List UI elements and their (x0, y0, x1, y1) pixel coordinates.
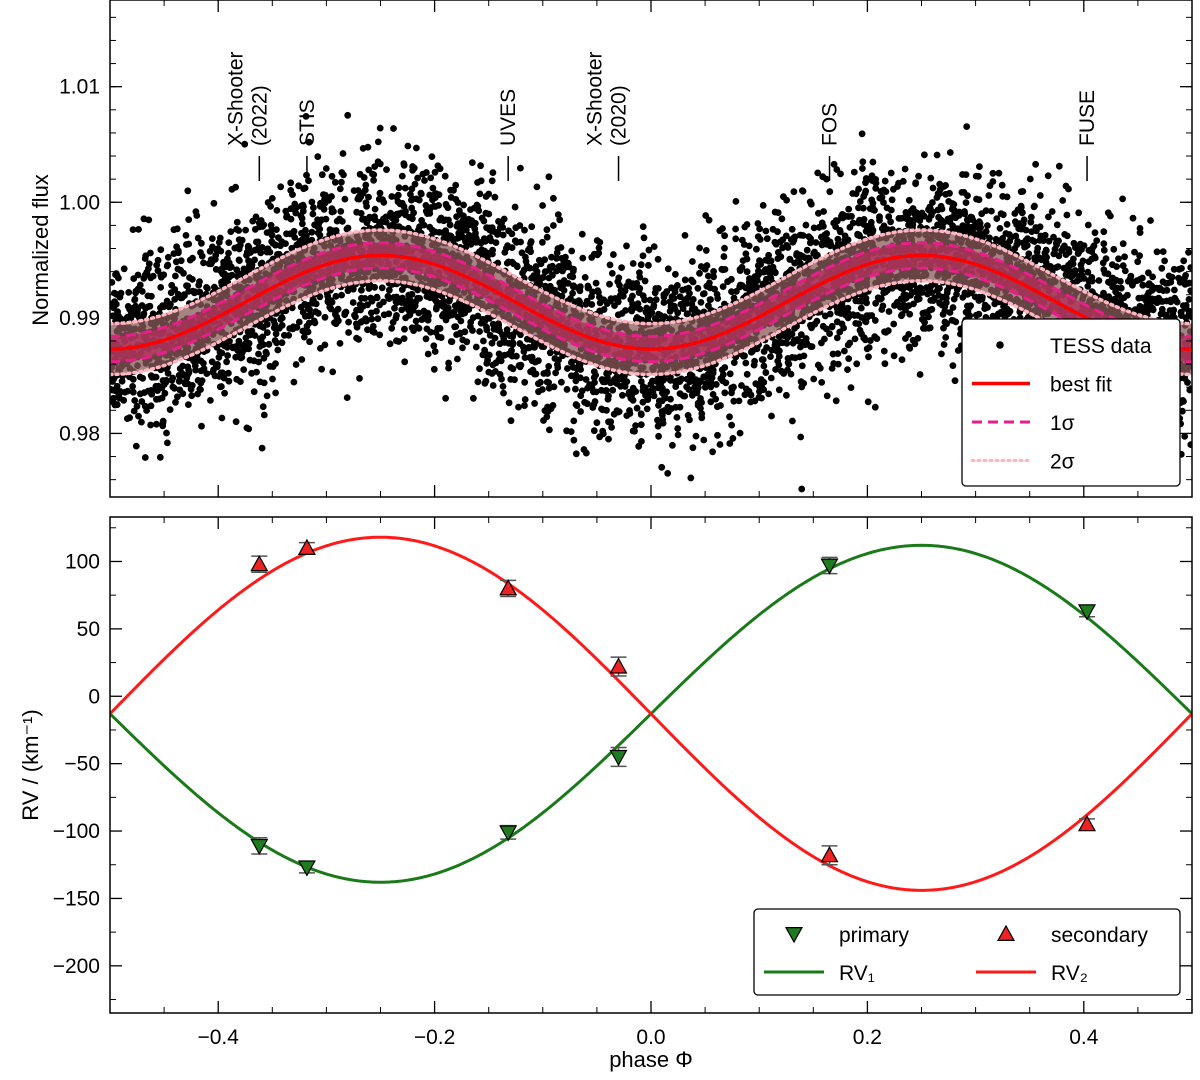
model-bands (110, 228, 1192, 377)
annotation-label: STIS (296, 99, 319, 146)
sigma2-line-0 (110, 228, 1192, 326)
tess-data-points (110, 111, 1192, 493)
rv-ytick-label: −150 (53, 887, 100, 910)
rv-measurements (250, 538, 1097, 877)
rv2-curve (110, 535, 1192, 892)
rv-legend-label: RV₂ (1051, 962, 1088, 985)
rv-legend-marker (996, 924, 1016, 942)
phase-xtick-label: −0.4 (197, 1026, 239, 1049)
annotation-label: (2020) (608, 85, 631, 146)
flux-axis-ticks: 0.98 0.99 1.00 1.01 (59, 0, 1193, 497)
secondary-point (1077, 815, 1097, 832)
secondary-point (820, 846, 839, 863)
rv-legend-label: secondary (1051, 924, 1148, 947)
legend-label: TESS data (1050, 335, 1152, 358)
phase-xtick-label: −0.2 (414, 1026, 455, 1049)
flux-ytick-label: 0.98 (59, 422, 100, 445)
rv-model-curves (110, 535, 1192, 892)
legend-label: best fit (1050, 374, 1112, 397)
rv-axis-ticks: −200 −150 −100 −50 0 50 100 −0.4 −0.2 0.0 0.2 0.4 (53, 517, 1193, 1049)
primary-point (297, 860, 316, 877)
rv-ylabel: RV / (km⁻¹) (18, 709, 43, 820)
sigma2-line-1 (110, 279, 1192, 377)
flux-ytick-label: 1.00 (59, 191, 100, 214)
rv-legend-label: RV₁ (839, 962, 875, 985)
secondary-point (297, 538, 316, 556)
annotation-label: FOS (819, 103, 842, 146)
flux-legend-box (961, 318, 1181, 487)
secondary-point (250, 554, 269, 572)
legend-label: 2σ (1050, 451, 1075, 474)
primary-point (250, 838, 269, 856)
primary-point (499, 825, 518, 842)
sigma1-line-1 (110, 266, 1192, 364)
phase-xlabel: phase Φ (609, 1047, 693, 1072)
sigma1-line-0 (110, 241, 1192, 338)
phase-xtick-label: 0.0 (636, 1026, 665, 1049)
annotation-label: (2022) (248, 85, 271, 146)
annotation-label: X-Shooter (584, 51, 607, 146)
best-fit-line (110, 253, 1192, 351)
annotation-label: FUSE (1076, 90, 1099, 146)
flux-ytick-label: 0.99 (59, 307, 100, 330)
annotation-label: X-Shooter (224, 51, 247, 146)
rv-ytick-label: 0 (88, 685, 100, 708)
rv-ytick-label: −50 (64, 753, 100, 776)
primary-point (609, 749, 628, 767)
rv-ytick-label: −200 (53, 955, 100, 978)
rv-legend-box (753, 908, 1181, 996)
phase-xtick-label: 0.2 (853, 1026, 882, 1049)
secondary-point (609, 657, 628, 674)
rv-panel: −200 −150 −100 −50 0 50 100 −0.4 −0.2 0.0 0.2 0.4 R… (18, 516, 1193, 1072)
flux-ylabel: Normalized flux (28, 174, 53, 326)
flux-legend: TESS data best fit 1σ 2σ (961, 318, 1181, 487)
flux-ytick-label: 1.01 (59, 76, 100, 99)
instrument-annotations: X-Shooter (2022) STIS UVES X-Shooter (2020) FO… (224, 51, 1099, 181)
phase-xtick-label: 0.4 (1069, 1026, 1099, 1049)
primary-point (820, 558, 839, 575)
tess-scatter-points (110, 111, 1192, 493)
rv-ytick-label: 50 (77, 618, 100, 641)
annotation-label: UVES (497, 89, 520, 146)
rv-legend-marker (784, 926, 804, 944)
sigma1-band (110, 242, 1192, 362)
rv-legend: primary secondary RV₁ RV₂ (753, 908, 1181, 996)
legend-label: 1σ (1050, 412, 1075, 435)
primary-point (1077, 604, 1097, 621)
rv-ytick-label: −100 (53, 820, 100, 843)
flux-panel: X-Shooter (2022) STIS UVES X-Shooter (2020) FO… (28, 0, 1193, 498)
secondary-point (499, 579, 518, 596)
rv-ytick-label: 100 (65, 550, 100, 573)
rv-legend-label: primary (839, 924, 910, 947)
legend-dot (996, 341, 1004, 349)
